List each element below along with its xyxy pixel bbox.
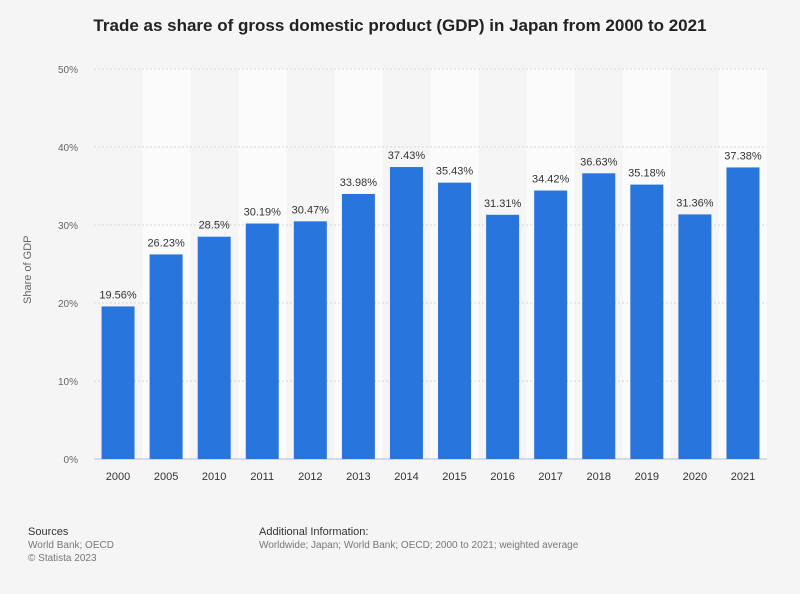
data-label: 35.18% xyxy=(628,168,666,180)
bar xyxy=(726,167,760,459)
additional-info-heading: Additional Information: xyxy=(259,526,369,538)
x-tick-label: 2017 xyxy=(538,471,562,483)
bar xyxy=(101,306,135,459)
x-tick-label: 2000 xyxy=(106,471,130,483)
bar xyxy=(197,236,231,459)
x-tick-label: 2020 xyxy=(683,471,707,483)
sources-heading: Sources xyxy=(28,526,69,538)
additional-info-text: Worldwide; Japan; World Bank; OECD; 2000… xyxy=(259,540,579,551)
data-label: 28.5% xyxy=(199,220,230,232)
y-tick-label: 30% xyxy=(58,221,78,232)
chart-title: Trade as share of gross domestic product… xyxy=(93,16,707,35)
y-tick-label: 0% xyxy=(64,455,79,466)
y-axis-label: Share of GDP xyxy=(22,235,34,304)
bar xyxy=(678,214,712,459)
x-tick-label: 2010 xyxy=(202,471,226,483)
data-label: 26.23% xyxy=(147,237,185,249)
data-label: 33.98% xyxy=(340,177,378,189)
bar xyxy=(630,184,664,459)
data-label: 35.43% xyxy=(436,166,474,178)
sources-text: World Bank; OECD xyxy=(28,540,114,551)
data-label: 37.38% xyxy=(724,150,762,162)
additional-info-block: Additional Information: Worldwide; Japan… xyxy=(259,526,578,552)
bar xyxy=(293,221,327,459)
x-tick-label: 2015 xyxy=(442,471,466,483)
x-tick-label: 2011 xyxy=(250,471,274,483)
bar xyxy=(389,167,423,459)
data-label: 19.56% xyxy=(99,289,137,301)
bar xyxy=(438,182,472,459)
data-label: 30.47% xyxy=(292,204,330,216)
x-tick-label: 2005 xyxy=(154,471,178,483)
data-label: 36.63% xyxy=(580,156,618,168)
copyright-text: © Statista 2023 xyxy=(28,553,97,564)
bar xyxy=(149,254,183,459)
x-tick-label: 2019 xyxy=(635,471,659,483)
data-label: 34.42% xyxy=(532,174,570,186)
bar xyxy=(582,173,616,459)
y-tick-label: 40% xyxy=(58,143,78,154)
x-tick-label: 2016 xyxy=(490,471,514,483)
x-tick-label: 2021 xyxy=(731,471,755,483)
bar-chart: 0% 10% 20% 30% 40% 50% 19.56% 2000 26.23% 2005 28.… xyxy=(58,65,767,483)
x-tick-label: 2012 xyxy=(298,471,322,483)
data-label: 30.19% xyxy=(244,207,282,219)
x-tick-label: 2018 xyxy=(587,471,611,483)
y-tick-label: 50% xyxy=(58,65,78,76)
bar xyxy=(486,214,520,459)
bar xyxy=(245,223,279,459)
data-label: 31.36% xyxy=(676,197,714,209)
y-tick-label: 20% xyxy=(58,299,78,310)
data-label: 31.31% xyxy=(484,198,522,210)
x-tick-label: 2013 xyxy=(346,471,370,483)
y-tick-label: 10% xyxy=(58,377,78,388)
sources-block: Sources World Bank; OECD © Statista 2023 xyxy=(28,526,114,565)
x-tick-label: 2014 xyxy=(394,471,418,483)
bar xyxy=(534,190,568,460)
data-label: 37.43% xyxy=(388,150,426,162)
bar xyxy=(341,193,375,459)
